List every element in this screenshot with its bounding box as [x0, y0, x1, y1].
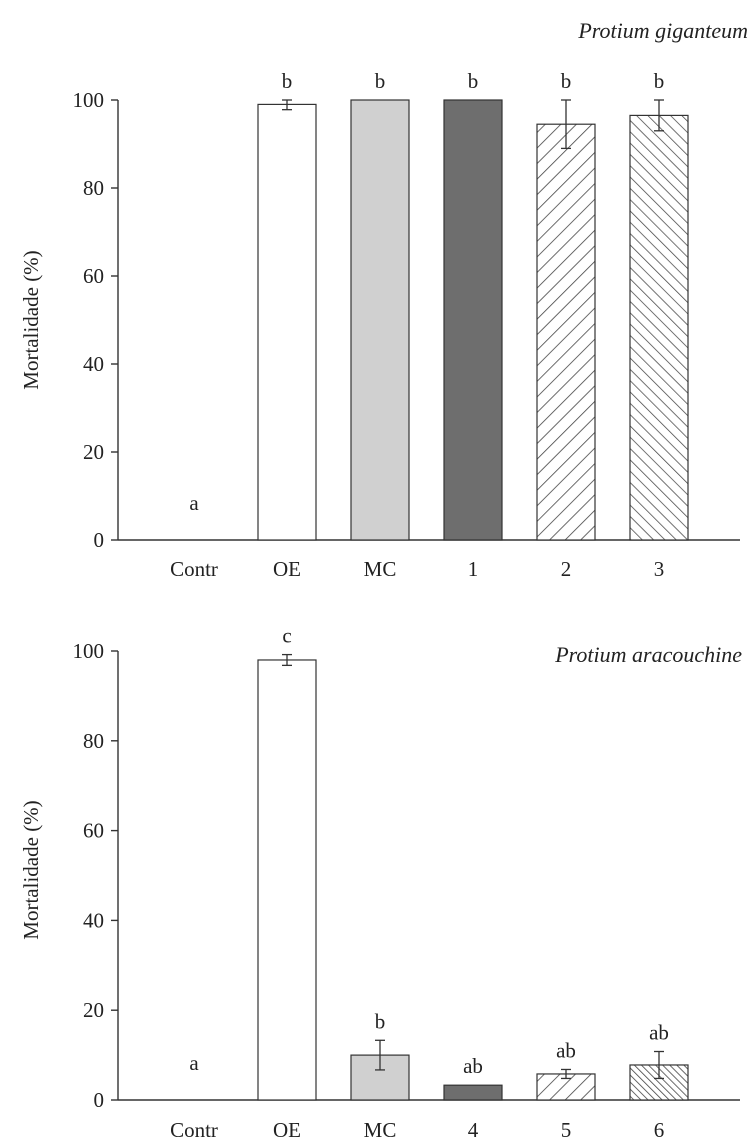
bar-3 [629, 114, 689, 541]
x-tick-label: MC [364, 557, 397, 581]
significance-label: a [189, 491, 199, 515]
significance-label: b [561, 69, 572, 93]
significance-label: b [654, 69, 665, 93]
chart-protium-giganteum: Protium giganteum Mortalidade (%) 0 20 40 6… [19, 18, 748, 581]
x-tick-label: 4 [468, 1118, 479, 1139]
significance-label: b [375, 69, 386, 93]
significance-label: b [468, 69, 479, 93]
bar-4 [443, 1084, 503, 1101]
chart-protium-aracouchine: Protium aracouchine Mortalidade (%) 0 20 4… [19, 624, 742, 1139]
chart-title: Protium giganteum [577, 18, 748, 43]
x-tick-label: 3 [654, 557, 665, 581]
bar-OE [257, 103, 317, 541]
plot-area: 0 20 40 60 80 100 a Contr c OE b MC ab 4 ab 5 ab 6 [73, 624, 740, 1139]
y-tick-label: 100 [73, 88, 105, 112]
y-tick-label: 100 [73, 639, 105, 663]
y-axis-label: Mortalidade (%) [19, 250, 43, 389]
y-tick-label: 40 [83, 908, 104, 932]
significance-label: ab [556, 1038, 576, 1062]
y-tick-label: 40 [83, 352, 104, 376]
y-tick-label: 0 [94, 528, 105, 552]
plot-area: 0 20 40 60 80 100 a Contr b OE b MC b 1 b 2 b 3 [73, 69, 740, 581]
x-tick-label: 1 [468, 557, 479, 581]
x-tick-label: 2 [561, 557, 572, 581]
y-tick-label: 20 [83, 440, 104, 464]
significance-label: b [375, 1009, 386, 1033]
y-tick-label: 60 [83, 264, 104, 288]
y-tick-label: 20 [83, 998, 104, 1022]
significance-label: ab [463, 1054, 483, 1078]
x-tick-label: MC [364, 1118, 397, 1139]
bar-2 [536, 123, 596, 541]
x-tick-label: OE [273, 557, 301, 581]
x-tick-label: Contr [170, 1118, 218, 1139]
x-tick-label: 6 [654, 1118, 665, 1139]
chart-title: Protium aracouchine [554, 642, 742, 667]
x-tick-label: 5 [561, 1118, 572, 1139]
y-tick-label: 60 [83, 819, 104, 843]
bar-1 [443, 99, 503, 541]
significance-label: c [282, 624, 291, 648]
x-tick-label: OE [273, 1118, 301, 1139]
y-tick-label: 0 [94, 1088, 105, 1112]
y-axis-label: Mortalidade (%) [19, 800, 43, 939]
significance-label: a [189, 1051, 199, 1075]
y-tick-label: 80 [83, 729, 104, 753]
bar-OE [257, 659, 317, 1101]
x-tick-label: Contr [170, 557, 218, 581]
significance-label: b [282, 69, 293, 93]
y-tick-label: 80 [83, 176, 104, 200]
bar-MC [350, 99, 410, 541]
significance-label: ab [649, 1021, 669, 1045]
